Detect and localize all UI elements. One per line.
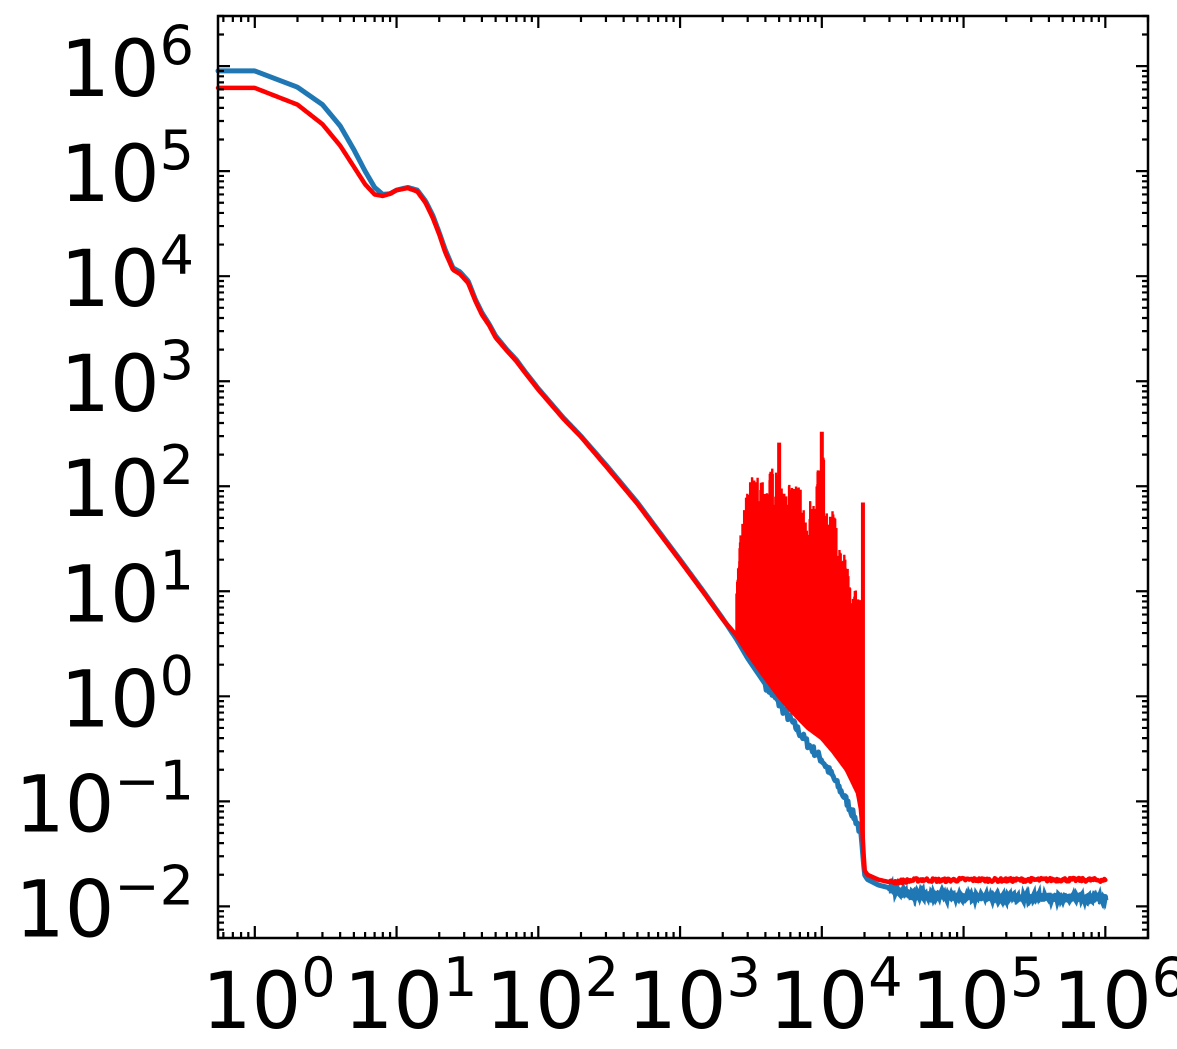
y-tick-label-6: 104 (60, 224, 194, 325)
x-tick-label-3: 103 (627, 946, 761, 1047)
label-layer: 100 101 102 103 104 105 10610−210−110010110210… (15, 14, 1177, 1047)
x-tick-label-0: 100 (202, 946, 336, 1047)
y-tick-label-8: 106 (60, 14, 194, 115)
y-tick-label-4: 102 (60, 434, 194, 535)
x-tick-label-4: 104 (769, 946, 903, 1047)
y-tick-label-2: 100 (60, 644, 194, 745)
x-axis-ticks (222, 16, 1150, 938)
y-tick-label-3: 101 (60, 539, 194, 640)
y-tick-label-0: 10−2 (15, 854, 194, 955)
x-tick-label-6: 106 (1053, 946, 1177, 1047)
y-tick-label-1: 10−1 (15, 749, 194, 850)
x-tick-label-2: 102 (485, 946, 619, 1047)
series-layer (215, 68, 1109, 912)
plot-frame (216, 14, 1150, 940)
tick-layer (218, 14, 1150, 940)
series-line-0-tail (886, 875, 1109, 912)
y-tick-label-5: 103 (60, 329, 194, 430)
y-axis-ticks (218, 14, 1148, 940)
x-tick-label-5: 105 (911, 946, 1045, 1047)
x-tick-label-1: 101 (344, 946, 478, 1047)
y-tick-label-7: 105 (60, 119, 194, 220)
series-line-1 (215, 85, 1108, 886)
